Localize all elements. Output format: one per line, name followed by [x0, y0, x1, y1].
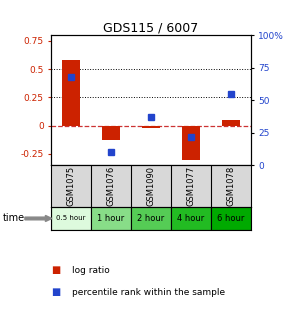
- Bar: [142, 126, 160, 128]
- Text: log ratio: log ratio: [72, 266, 110, 275]
- Bar: [51, 207, 91, 230]
- Bar: [182, 126, 200, 160]
- Bar: [131, 207, 171, 230]
- Bar: [171, 207, 211, 230]
- Title: GDS115 / 6007: GDS115 / 6007: [103, 21, 199, 34]
- Text: 0.5 hour: 0.5 hour: [57, 215, 86, 221]
- Text: GSM1078: GSM1078: [226, 166, 235, 206]
- Text: GSM1076: GSM1076: [107, 166, 115, 206]
- Bar: [211, 207, 251, 230]
- Bar: [222, 120, 240, 126]
- Bar: [62, 60, 80, 126]
- Text: 6 hour: 6 hour: [217, 214, 244, 223]
- Bar: [102, 126, 120, 140]
- Text: 1 hour: 1 hour: [97, 214, 125, 223]
- Text: GSM1075: GSM1075: [67, 166, 76, 206]
- Text: GSM1077: GSM1077: [186, 166, 195, 206]
- Text: GSM1090: GSM1090: [146, 166, 155, 206]
- Text: time: time: [3, 213, 25, 223]
- Text: ■: ■: [51, 265, 61, 276]
- Text: 2 hour: 2 hour: [137, 214, 165, 223]
- Text: 4 hour: 4 hour: [177, 214, 205, 223]
- Text: ■: ■: [51, 287, 61, 297]
- Bar: [91, 207, 131, 230]
- Text: percentile rank within the sample: percentile rank within the sample: [72, 288, 225, 297]
